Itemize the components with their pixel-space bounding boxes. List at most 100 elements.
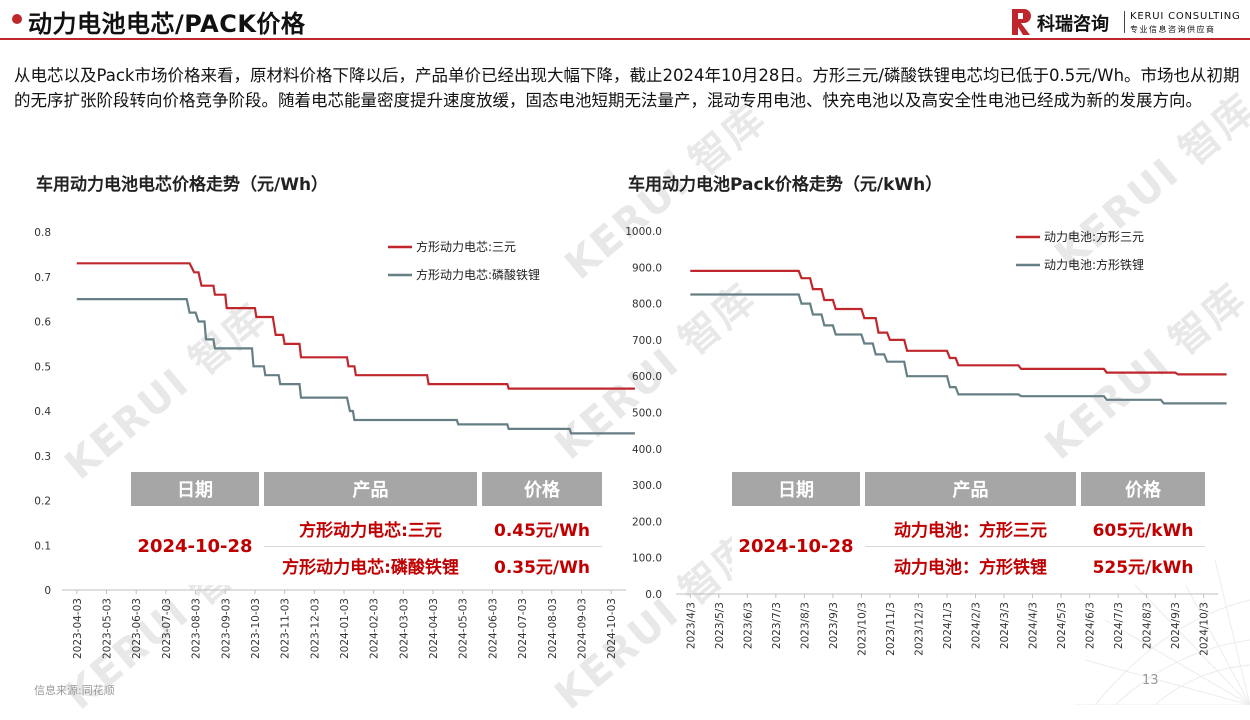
table-product-value: 方形动力电芯:磷酸铁锂 [282,557,459,578]
y-tick-label: 900.0 [632,262,662,274]
charts-canvas: 0 0.1 0.2 0.3 0.4 0.5 0.6 0.7 0.8 2023-04-03 2023-… [34,226,1227,659]
x-tick-label: 2024-06-03 [487,598,499,659]
table-date-value: 2024-10-28 [738,535,854,557]
y-tick-label: 0.8 [34,227,51,239]
x-tick-label: 2024-07-03 [517,598,529,659]
y-tick-label: 200.0 [632,516,662,528]
x-tick-label: 2024/2/3 [971,602,983,649]
series-line-1 [76,262,635,390]
y-tick-label: 0.7 [34,272,51,284]
y-tick-label: 0.4 [34,406,51,418]
x-tick-label: 2023-09-03 [220,598,232,659]
x-tick-label: 2023/5/3 [714,602,726,649]
y-tick-label: 800.0 [632,299,662,311]
table-header-price: 价格 [482,472,602,506]
x-tick-label: 2023-12-03 [309,598,321,659]
table-header-date: 日期 [732,472,860,506]
table-row-divider [865,546,1205,547]
legend-label-2: 动力电池:方形铁锂 [1044,257,1144,272]
x-tick-label: 2023-10-03 [250,598,262,659]
page-number: 13 [1142,673,1159,688]
logo-divider [1124,11,1125,33]
chart-title-cell: 车用动力电池电芯价格走势（元/Wh） [36,175,329,195]
price-table-pack: 日期 产品 价格 2024-10-28 动力电池：方形三元 605元/kWh 动… [732,472,1205,585]
table-product-value: 方形动力电芯:三元 [299,520,442,541]
legend-label-2: 方形动力电芯:磷酸铁锂 [416,267,540,282]
corner-decoration [1075,560,1250,705]
table-product-value: 动力电池：方形三元 [894,520,1047,541]
x-tick-label: 2024/3/3 [999,602,1011,649]
logo-subtitle: 专业信息咨询供应商 [1130,25,1216,34]
table-header-price: 价格 [1081,472,1205,506]
legend-label-1: 动力电池:方形三元 [1044,229,1144,244]
table-product-value: 动力电池：方形铁锂 [894,557,1047,578]
y-tick-label: 0.5 [34,361,51,373]
x-tick-label: 2023/10/3 [856,602,868,656]
table-row-divider [264,546,602,547]
x-tick-label: 2024-04-03 [428,598,440,659]
x-tick-label: 2024/1/3 [942,602,954,649]
y-tick-label: 100.0 [632,553,662,565]
x-tick-label: 2024-10-03 [606,598,618,659]
price-table-cell: 日期 产品 价格 2024-10-28 方形动力电芯:三元 0.45元/Wh 方… [131,472,602,585]
x-tick-label: 2023-07-03 [161,598,173,659]
x-tick-label: 2024-05-03 [458,598,470,659]
header-bar: 动力电池电芯/PACK价格 科瑞咨询 KERUI CONSULTING 专业信息… [0,0,1250,40]
x-tick-label: 2023/11/3 [885,602,897,656]
x-tick-label: 2024/4/3 [1028,602,1040,649]
x-tick-label: 2024-09-03 [576,598,588,659]
series-line-2 [690,293,1227,405]
y-tick-label: 0.2 [34,496,51,508]
x-tick-label: 2023/4/3 [685,602,697,649]
y-tick-label: 0.1 [34,540,51,552]
logo-english-text: KERUI CONSULTING [1130,11,1241,22]
table-price-value: 0.35元/Wh [493,557,590,578]
kerui-logo-icon [1012,9,1031,35]
y-tick-label: 700.0 [632,335,662,347]
y-tick-label: 500.0 [632,408,662,420]
chart-title-pack: 车用动力电池Pack价格走势（元/kWh） [628,175,943,195]
x-tick-label: 2024-08-03 [547,598,559,659]
y-tick-label: 400.0 [632,444,662,456]
logo-chinese-text: 科瑞咨询 [1037,14,1109,35]
table-price-value: 0.45元/Wh [493,520,590,541]
table-header-product: 产品 [264,472,477,506]
company-logo: 科瑞咨询 KERUI CONSULTING 专业信息咨询供应商 [1012,7,1244,37]
x-tick-label: 2024/10/3 [1199,602,1211,656]
x-tick-label: 2023/12/3 [913,602,925,656]
table-header-product: 产品 [865,472,1076,506]
y-tick-label: 300.0 [632,480,662,492]
y-tick-label: 0.0 [645,589,662,601]
series-line-2 [76,298,635,435]
x-tick-label: 2024-03-03 [398,598,410,659]
y-tick-label: 0.3 [34,451,51,463]
x-tick-label: 2024/7/3 [1113,602,1125,649]
x-tick-label: 2023/7/3 [771,602,783,649]
legend-label-1: 方形动力电芯:三元 [416,239,516,254]
x-tick-label: 2024-02-03 [369,598,381,659]
table-header-date: 日期 [131,472,259,506]
x-tick-label: 2023/9/3 [828,602,840,649]
x-tick-label: 2023-05-03 [102,598,114,659]
page-title: 动力电池电芯/PACK价格 [28,10,306,38]
title-bullet-icon [12,14,22,24]
y-tick-label: 600.0 [632,371,662,383]
x-tick-label: 2024/8/3 [1142,602,1154,649]
table-price-value: 525元/kWh [1092,557,1194,578]
y-tick-label: 0 [44,585,51,597]
title-divider [0,38,1250,40]
x-tick-label: 2023-11-03 [280,598,292,659]
x-tick-label: 2023-06-03 [131,598,143,659]
x-tick-label: 2024-01-03 [339,598,351,659]
data-source-note: 信息来源:同花顺 [34,684,115,697]
y-tick-label: 0.6 [34,317,51,329]
x-tick-label: 2024/6/3 [1085,602,1097,649]
x-tick-label: 2023/8/3 [799,602,811,649]
y-tick-label: 1000.0 [625,226,662,238]
table-date-value: 2024-10-28 [137,535,253,557]
x-tick-label: 2023-08-03 [191,598,203,659]
x-tick-label: 2024/9/3 [1170,602,1182,649]
x-tick-label: 2023-04-03 [72,598,84,659]
table-price-value: 605元/kWh [1092,520,1194,541]
x-tick-label: 2024/5/3 [1056,602,1068,649]
